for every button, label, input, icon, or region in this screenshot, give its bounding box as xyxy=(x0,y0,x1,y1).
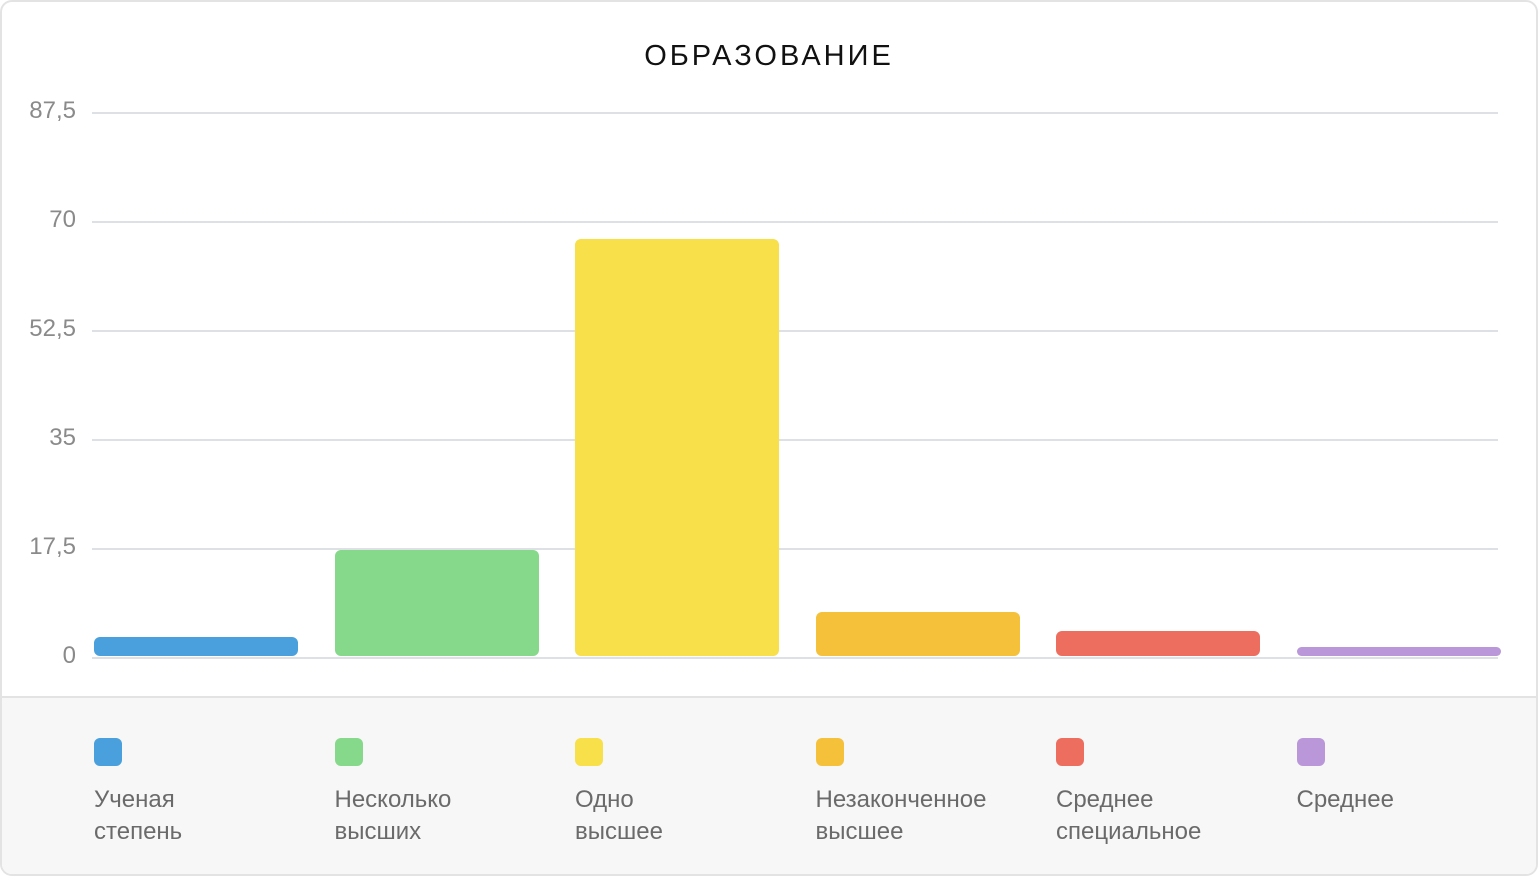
y-tick-label: 35 xyxy=(49,424,76,451)
bar[interactable] xyxy=(575,238,779,656)
legend-swatch-icon xyxy=(334,738,363,766)
legend: Ученая степень Несколько высших Одно высше… xyxy=(2,696,1536,874)
legend-label: Среднее xyxy=(1296,786,1394,813)
legend-item[interactable]: Среднее специальное xyxy=(1056,738,1286,848)
y-tick-label: 0 xyxy=(62,642,76,669)
grid-line xyxy=(92,548,1498,550)
legend-swatch-icon xyxy=(575,738,603,766)
chart-title: ОБРАЗОВАНИЕ xyxy=(644,40,894,72)
y-tick-label: 87,5 xyxy=(29,97,76,124)
grid-line xyxy=(92,112,1498,114)
legend-label: Ученая степень xyxy=(94,786,183,845)
legend-item[interactable]: Несколько высших xyxy=(334,738,565,848)
legend-swatch-icon xyxy=(1056,738,1084,766)
legend-label: Одно высшее xyxy=(575,786,663,845)
legend-swatch-icon xyxy=(94,738,122,766)
legend-label: Среднее специальное xyxy=(1056,786,1202,845)
y-tick-label: 17,5 xyxy=(29,533,76,560)
bar[interactable] xyxy=(1296,646,1501,656)
bar[interactable] xyxy=(94,637,298,656)
plot-area: 87,5 70 52,5 35 17,5 0 xyxy=(2,2,1536,696)
y-tick-label: 52,5 xyxy=(29,315,76,342)
legend-item[interactable]: Незаконченное высшее xyxy=(815,738,1046,848)
grid-line xyxy=(92,657,1498,659)
bar[interactable] xyxy=(1056,631,1260,656)
grid-line xyxy=(92,439,1498,441)
legend-item[interactable]: Ученая степень xyxy=(94,738,324,848)
legend-swatch-icon xyxy=(1296,738,1325,766)
bar[interactable] xyxy=(815,612,1020,656)
legend-item[interactable]: Среднее xyxy=(1296,738,1527,816)
legend-label: Несколько высших xyxy=(334,786,452,845)
grid-line xyxy=(92,330,1498,332)
legend-swatch-icon xyxy=(815,738,844,766)
legend-label: Незаконченное высшее xyxy=(815,786,987,845)
bar[interactable] xyxy=(334,550,539,656)
grid-line xyxy=(92,221,1498,223)
y-tick-label: 70 xyxy=(49,206,76,233)
legend-item[interactable]: Одно высшее xyxy=(575,738,805,848)
